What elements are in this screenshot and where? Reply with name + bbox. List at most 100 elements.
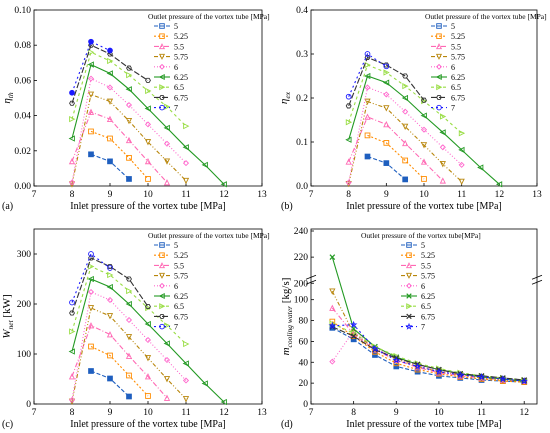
panel-a-data-point (163, 124, 170, 132)
panel-d-legend-label: 6 (421, 282, 425, 291)
panel-c-xtick-label: 9 (108, 408, 113, 418)
panel-b-data-point (439, 144, 446, 151)
panel-d-series-line (331, 330, 525, 382)
panel-b-xtick-label: 9 (384, 190, 389, 200)
panel-c-panel-label: (c) (2, 419, 13, 430)
panel-a-legend-label: 6.5 (174, 83, 184, 92)
panel-a-series-6 (69, 49, 190, 130)
panel-c-xlabel: Inlet pressure of the vortex tube [MPa] (70, 419, 226, 430)
panel-b-data-point (402, 82, 409, 90)
panel-c-series-6 (69, 263, 190, 348)
panel-d-legend-label: 5.5 (421, 261, 431, 270)
panel-b-series-line (348, 86, 463, 183)
panel-a-data-point (107, 158, 113, 165)
panel-a: 7 8 9 10 11 12 13 0.00 0.02 0.04 0.06 0.08 0.10 Inlet… (1, 6, 270, 212)
panel-c-data-point (126, 372, 132, 379)
panel-a-legend-label: 5 (174, 22, 178, 31)
panel-b-data-point (420, 142, 428, 149)
panel-a-data-point (88, 49, 95, 56)
panel-d-ylabel: mcooling water [kg/s] (280, 278, 294, 356)
panel-d-legend-marker (406, 293, 412, 299)
panel-a-data-point (106, 98, 114, 105)
panel-a-legend-marker (159, 94, 165, 100)
panel-a-data-point (68, 135, 75, 142)
panel-d-series-line (331, 291, 525, 382)
panel-d-series-line (332, 324, 525, 382)
panel-b-legend-label: 5.5 (451, 42, 461, 51)
panel-b-series-line (348, 56, 425, 107)
panel-b-data-point (420, 158, 428, 165)
panel-a-ytick-label: 0.04 (14, 112, 31, 122)
panel-b-xtick-label: 13 (532, 190, 542, 200)
panel-b-data-point (401, 94, 409, 102)
panel-c-data-point (69, 328, 76, 335)
panel-a-series-line (90, 130, 149, 180)
panel-b-data-point (383, 63, 390, 70)
panel-c-legend: Outlet pressure of the vortex tube [MPa]… (148, 231, 270, 332)
panel-a-data-point (88, 151, 94, 158)
panel-c-series-5 (68, 275, 227, 406)
panel-a-ytick-label: 0.06 (14, 76, 31, 86)
panel-a-series-5 (68, 61, 227, 188)
panel-a-series-8 (69, 38, 113, 96)
panel-c-data-point (107, 265, 113, 271)
panel-b-series-5 (345, 72, 503, 188)
panel-c-ylabel-main: W (1, 329, 13, 339)
panel-d-series-line (331, 321, 525, 383)
panel-b-data-point (364, 51, 371, 57)
panel-a-data-point (163, 158, 171, 165)
panel-b-panel-label: (b) (281, 201, 293, 212)
panel-c-legend-label: 7 (174, 323, 178, 332)
panel-b-xtick-label: 10 (419, 190, 429, 200)
panel-c-data-point (182, 396, 190, 403)
panel-b-series-line (367, 155, 406, 180)
panel-a-series-line (71, 63, 225, 185)
panel-c-xtick-label: 11 (181, 408, 190, 418)
panel-a-xtick-label: 9 (108, 190, 113, 200)
panel-c-legend-label: 5.5 (174, 261, 184, 270)
panel-a-legend-marker (159, 33, 165, 39)
panel-a-data-point (201, 161, 208, 169)
panel-b-data-point (345, 93, 352, 100)
panel-a-xtick-label: 8 (70, 190, 75, 200)
panel-d-xtick-label: 12 (519, 408, 529, 418)
panel-c-xtick-label: 7 (32, 408, 37, 418)
panel-d-legend-label: 7 (421, 323, 425, 332)
panel-a-data-point (107, 135, 113, 142)
panel-d: 7 8 9 10 11 12 0 20 40 60 80 100 200 220 240 Inlet pres… (280, 227, 543, 430)
panel-d-xlabel: Inlet pressure of the vortex tube [MPa] (346, 419, 502, 430)
panel-a-data-point (126, 71, 133, 79)
panel-c-data-point (69, 310, 75, 316)
panel-c-data-point (144, 355, 152, 362)
panel-a-series-line (71, 111, 168, 183)
panel-d-data-point (413, 362, 422, 370)
panel-c-ytick-label: 200 (17, 300, 32, 310)
panel-a-data-point (88, 38, 94, 45)
panel-a-legend-label: 6 (174, 63, 178, 72)
panel-b-xtick-label: 11 (457, 190, 466, 200)
panel-c-data-point (125, 352, 133, 359)
panel-c-data-point (107, 271, 114, 279)
panel-c-legend-label: 5.25 (174, 251, 188, 260)
panel-d-data-point (329, 358, 336, 365)
panel-b-ylabel-sub: ex (283, 91, 292, 98)
panel-a-legend-marker (159, 104, 165, 111)
panel-b-data-point (382, 79, 390, 86)
panel-a-ytick-label: 0.08 (14, 41, 31, 51)
panel-d-data-point (349, 320, 358, 328)
panel-b-legend-label: 7 (451, 104, 455, 113)
panel-d-ylabel-unit: [kg/s] (280, 278, 292, 306)
panel-a-data-point (87, 75, 95, 82)
panel-b-ylabel-main: η (278, 99, 290, 104)
panel-c-legend-marker (159, 282, 165, 289)
panel-b-legend-marker (435, 53, 443, 60)
panel-c-data-point (163, 394, 171, 401)
panel-d-ytick-label: 60 (299, 337, 309, 347)
panel-a-ytick-label: 0.00 (14, 182, 31, 192)
panel-c-series-1 (88, 343, 151, 399)
panel-a-data-point (182, 160, 190, 167)
panel-c-data-point (145, 304, 152, 312)
panel-a-xtick-label: 11 (181, 190, 190, 200)
panel-d-data-point (520, 377, 528, 385)
panel-a-data-point (106, 70, 113, 77)
